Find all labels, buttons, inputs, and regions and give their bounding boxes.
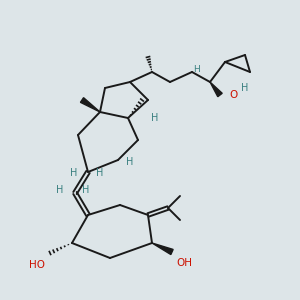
Text: H: H — [151, 113, 159, 123]
Text: H: H — [96, 168, 104, 178]
Polygon shape — [152, 243, 173, 255]
Text: H: H — [193, 65, 200, 74]
Text: O: O — [229, 90, 237, 100]
Text: HO: HO — [29, 260, 45, 270]
Text: H: H — [82, 185, 90, 195]
Text: H: H — [241, 83, 249, 93]
Text: H: H — [70, 168, 78, 178]
Polygon shape — [210, 82, 222, 97]
Text: H: H — [56, 185, 64, 195]
Polygon shape — [80, 98, 100, 112]
Text: OH: OH — [176, 258, 192, 268]
Text: H: H — [126, 157, 134, 167]
